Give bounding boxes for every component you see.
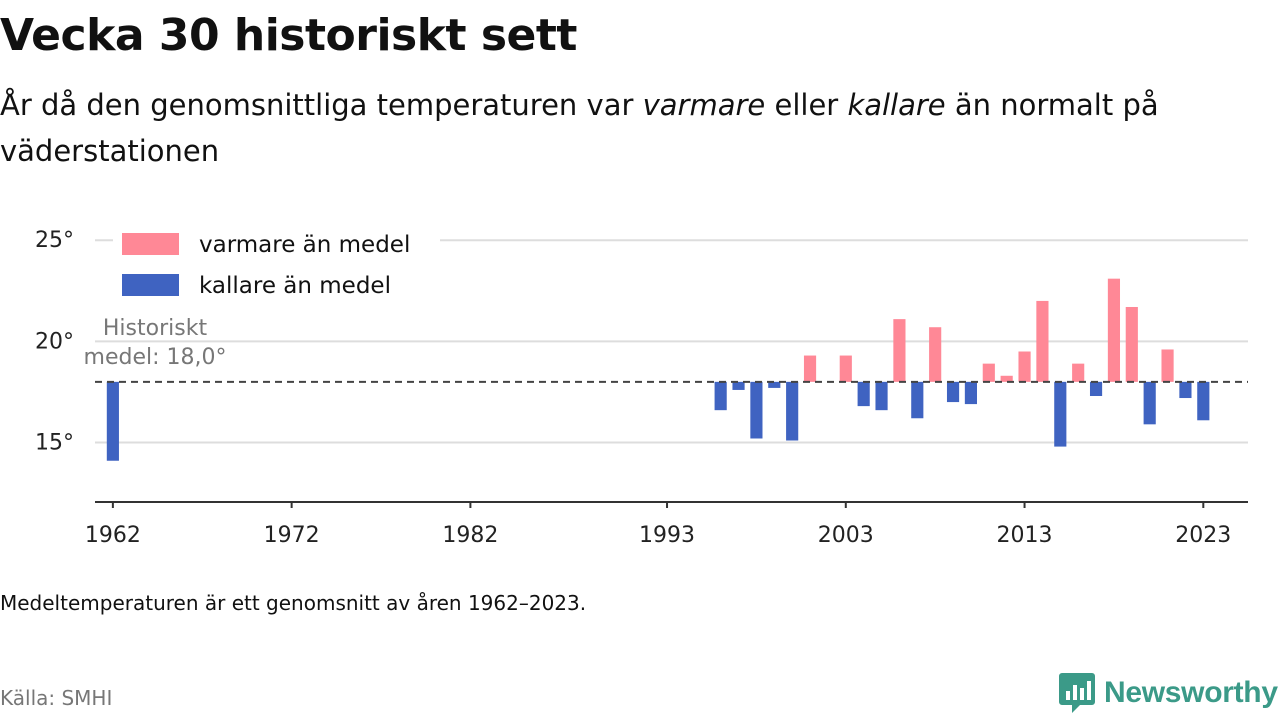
bar-2001 <box>803 355 817 382</box>
y-tick-label-15: 15° <box>35 431 74 456</box>
y-tick-label-20: 20° <box>35 329 74 354</box>
bar-2022 <box>1179 381 1192 399</box>
subtitle-text-start: År då den genomsnittliga temperaturen va… <box>0 88 643 122</box>
x-axis-ticks: 1962 1972 1982 1993 2003 2013 2023 <box>85 502 1231 548</box>
footnote: Medeltemperaturen är ett genomsnitt av å… <box>0 591 587 615</box>
chart-title: Vecka 30 historiskt sett <box>0 10 577 61</box>
bar-1996 <box>714 381 727 411</box>
bar-1998 <box>750 381 763 439</box>
legend-swatch-warm <box>122 233 179 255</box>
x-tick-label-1982: 1982 <box>442 523 498 548</box>
bar-2023 <box>1197 381 1210 421</box>
newsworthy-logo-text: Newsworthy <box>1104 676 1278 709</box>
chart-subtitle: År då den genomsnittliga temperaturen va… <box>0 82 1240 174</box>
bar-2018 <box>1107 278 1121 382</box>
bar-2003 <box>839 355 852 382</box>
grid-layer: 15° 20° 25° <box>35 228 1248 456</box>
chart-legend: varmare än medel kallare än medel <box>113 228 440 306</box>
subtitle-warm-word: varmare <box>642 88 766 122</box>
bar-2021 <box>1161 349 1174 382</box>
subtitle-cold-word: kallare <box>847 88 946 122</box>
x-tick-label-2003: 2003 <box>818 523 874 548</box>
bar-1962 <box>106 381 119 461</box>
y-tick-label-25: 25° <box>35 228 74 253</box>
subtitle-text-mid: eller <box>765 88 848 122</box>
bar-2011 <box>982 363 995 382</box>
bar-1997 <box>732 381 745 390</box>
newsworthy-logo-icon <box>1059 673 1095 713</box>
bar-2005 <box>875 381 888 411</box>
bar-2008 <box>929 327 942 382</box>
subtitle-text-end: än normalt på väderstationen <box>0 88 1159 168</box>
legend-swatch-cold <box>122 274 179 296</box>
temperature-bar-chart: 15°20°25° Historiskt medel: 18,0° 1962 19… <box>35 228 1248 548</box>
x-tick-label-2013: 2013 <box>997 523 1053 548</box>
bar-2006 <box>893 319 906 382</box>
bar-2015 <box>1054 381 1067 447</box>
bar-1999 <box>768 381 781 388</box>
legend-label-cold: kallare än medel <box>199 273 391 299</box>
bar-2014 <box>1036 300 1049 382</box>
bar-2012 <box>1000 375 1013 382</box>
bar-2007 <box>911 381 924 419</box>
x-tick-label-1993: 1993 <box>639 523 695 548</box>
bars-layer <box>106 278 1210 461</box>
historical-mean-label-line1: Historiskt <box>103 316 208 341</box>
x-tick-label-2023: 2023 <box>1175 523 1231 548</box>
bar-2010 <box>964 381 978 405</box>
bar-2009 <box>946 381 960 403</box>
source-credit: Källa: SMHI <box>0 686 113 710</box>
newsworthy-logo: Newsworthy <box>1058 671 1278 715</box>
bar-2013 <box>1018 351 1031 382</box>
x-tick-label-1972: 1972 <box>264 523 320 548</box>
bar-2000 <box>786 381 799 441</box>
bar-2019 <box>1125 306 1138 382</box>
bar-2016 <box>1072 363 1085 382</box>
historical-mean-label-line2: medel: 18,0° <box>84 345 227 370</box>
x-tick-label-1962: 1962 <box>85 523 141 548</box>
bar-2020 <box>1143 381 1156 425</box>
legend-label-warm: varmare än medel <box>199 232 410 258</box>
bar-2004 <box>857 381 870 407</box>
bar-2017 <box>1089 381 1103 397</box>
